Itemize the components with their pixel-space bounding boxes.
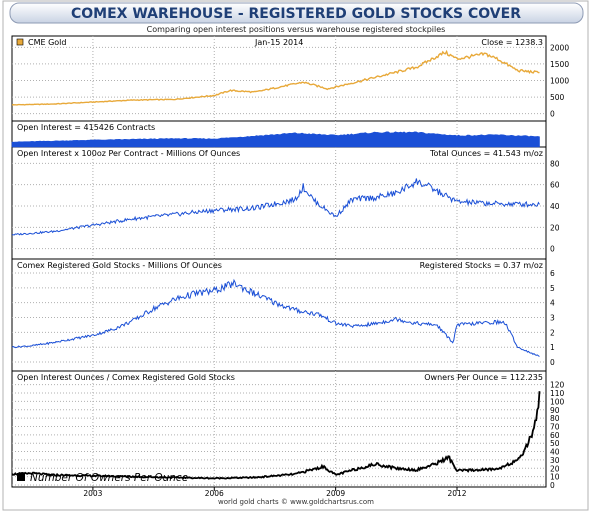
panel-5-ytick-label: 100: [550, 397, 565, 406]
panel-5-ytick-label: 20: [550, 464, 560, 473]
open-interest-area: [11, 131, 540, 148]
panel-3-line: [12, 178, 540, 236]
panel-1-frame: [11, 35, 547, 122]
panel-4-ytick-label: 0: [550, 358, 555, 367]
gold-price-line: [11, 49, 540, 106]
registered-stocks-readout: Registered Stocks = 0.37 m/oz: [420, 261, 543, 270]
title-bar: [9, 2, 584, 24]
x-axis: 2003 2006 2009 2012: [83, 487, 467, 498]
x-tick-label: 2009: [326, 489, 345, 498]
panel-4-ytick-label: 6: [550, 269, 555, 278]
gold-ytick-label: 1500: [550, 60, 569, 69]
open-interest-readout: Open Interest = 415426 Contracts: [17, 123, 155, 132]
panel-4-line: [11, 278, 540, 357]
panel-3-ytick-label: 0: [550, 245, 555, 254]
panel-5-ytick-label: 110: [550, 389, 565, 398]
panel-5-line: [11, 391, 541, 480]
panel-5-ytick-label: 30: [550, 456, 560, 465]
total-ounces-readout: Total Ounces = 41.543 m/oz: [429, 149, 543, 158]
panel-3-ytick-label: 60: [550, 181, 560, 190]
gold-date-label: Jan-15 2014: [254, 38, 303, 47]
owners-series-label: Number Of Owners Per Ounce: [30, 472, 188, 484]
panel-5-ytick-label: 40: [550, 448, 560, 457]
panel-4-frame: [11, 258, 547, 372]
footer-credit: world gold charts © www.goldchartsrus.co…: [218, 498, 374, 506]
panel-4-ytick-label: 4: [550, 299, 555, 308]
owners-per-ounce-title: Open Interest Ounces / Comex Registered …: [17, 373, 235, 382]
panel-5-ytick-label: 120: [550, 381, 565, 390]
x-tick-label: 2006: [205, 489, 224, 498]
gold-legend-label: CME Gold: [28, 38, 66, 47]
panel-5-ytick-label: 0: [550, 481, 555, 490]
panel-4-ytick-label: 3: [550, 314, 555, 323]
panel-3-ytick-label: 80: [550, 159, 560, 168]
owners-per-ounce-readout: Owners Per Ounce = 112.235: [424, 373, 543, 382]
registered-stocks-title: Comex Registered Gold Stocks - Millions …: [17, 261, 222, 270]
gold-ytick-label: 2000: [550, 43, 569, 52]
panel-4-ytick-label: 2: [550, 328, 555, 337]
owners-legend-swatch: [17, 473, 25, 481]
panel-3-ytick-label: 20: [550, 223, 560, 232]
chart-subtitle: Comparing open interest positions versus…: [147, 25, 446, 34]
panel-5-ytick-label: 60: [550, 431, 560, 440]
gold-legend-swatch: [16, 38, 24, 46]
panel-4-ytick-label: 5: [550, 284, 555, 293]
panel-4-ytick-label: 1: [550, 343, 555, 352]
gold-close-readout: Close = 1238.3: [481, 38, 543, 47]
panel-5-ytick-label: 10: [550, 473, 560, 482]
chart-title: COMEX WAREHOUSE - REGISTERED GOLD STOCKS…: [71, 6, 521, 22]
gold-ytick-label: 1000: [550, 77, 569, 86]
panel-5-ytick-label: 90: [550, 406, 560, 415]
panel-5-ytick-label: 70: [550, 422, 560, 431]
panel-3-ytick-label: 40: [550, 202, 560, 211]
x-tick-label: 2012: [447, 489, 466, 498]
total-ounces-title: Open Interest x 100oz Per Contract - Mil…: [17, 149, 240, 158]
x-tick-label: 2003: [83, 489, 102, 498]
gold-ytick-label: 0: [550, 110, 555, 119]
gold-ytick-label: 500: [550, 93, 565, 102]
panel-5-ytick-label: 50: [550, 439, 560, 448]
panel-5-ytick-label: 80: [550, 414, 560, 423]
